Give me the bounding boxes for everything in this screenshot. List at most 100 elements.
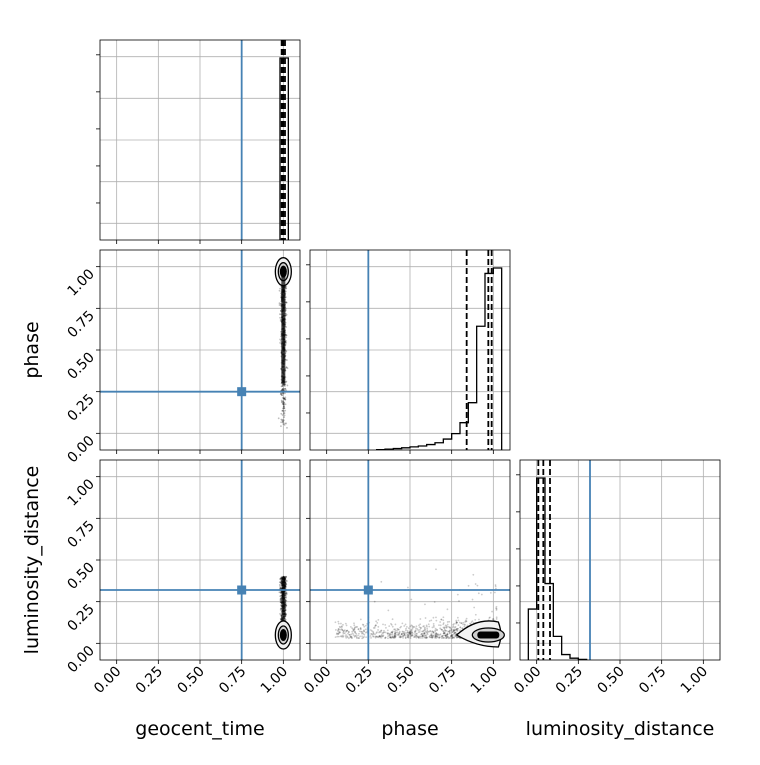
sample-point	[419, 629, 421, 631]
sample-point	[358, 630, 361, 633]
sample-point	[282, 607, 285, 610]
sample-point	[281, 591, 284, 594]
sample-point	[281, 593, 284, 596]
sample-point	[282, 604, 284, 606]
sample-point	[284, 578, 286, 581]
sample-point	[339, 631, 342, 634]
sample-point	[280, 392, 283, 395]
sample-point	[282, 580, 285, 583]
sample-point	[282, 597, 284, 600]
sample-point	[281, 578, 284, 581]
sample-point	[283, 605, 285, 608]
sample-point	[281, 577, 283, 580]
sample-point	[432, 636, 434, 638]
sample-point	[406, 635, 409, 638]
sample-point	[281, 419, 283, 422]
sample-point	[435, 619, 438, 622]
sample-point	[282, 575, 285, 578]
sample-point	[446, 636, 449, 638]
sample-point	[283, 597, 286, 599]
sample-point	[424, 637, 427, 639]
sample-point	[281, 418, 284, 421]
sample-point	[281, 581, 284, 584]
sample-point	[283, 578, 286, 580]
sample-point	[283, 384, 286, 386]
sample-point	[410, 634, 413, 637]
sample-point	[455, 621, 458, 624]
sample-point	[437, 634, 440, 636]
sample-point	[283, 591, 285, 594]
sample-point	[444, 629, 446, 632]
sample-point	[281, 580, 283, 583]
sample-point	[410, 628, 413, 631]
sample-point	[417, 636, 420, 639]
sample-point	[406, 633, 409, 636]
sample-point	[285, 380, 288, 383]
sample-point	[281, 582, 284, 585]
sample-point	[282, 420, 284, 423]
sample-point	[374, 636, 377, 639]
sample-point	[281, 617, 284, 620]
sample-point	[282, 609, 284, 612]
sample-point	[285, 575, 287, 578]
sample-point	[278, 289, 281, 292]
sample-point	[434, 633, 437, 635]
sample-point	[280, 577, 283, 580]
y-tick-label: 0.00	[64, 433, 97, 466]
sample-point	[361, 637, 364, 640]
sample-point	[284, 350, 287, 352]
sample-point	[282, 593, 284, 596]
sample-point	[284, 614, 287, 616]
sample-point	[281, 612, 284, 614]
x-tick-label: 0.50	[174, 664, 207, 697]
sample-point	[284, 578, 287, 581]
sample-point	[359, 635, 362, 638]
sample-point	[283, 587, 286, 590]
sample-point	[282, 602, 284, 605]
sample-point	[284, 575, 287, 578]
sample-point	[283, 583, 286, 586]
sample-point	[282, 397, 285, 399]
sample-point	[283, 607, 286, 609]
sample-point	[394, 634, 397, 637]
sample-point	[282, 577, 284, 579]
sample-point	[284, 403, 287, 406]
sample-point	[284, 602, 287, 605]
sample-point	[282, 583, 285, 586]
sample-point	[284, 606, 287, 609]
sample-point	[282, 581, 284, 583]
sample-point	[285, 604, 288, 607]
sample-point	[283, 584, 286, 586]
sample-point	[282, 591, 285, 593]
sample-point	[282, 590, 285, 593]
sample-point	[281, 587, 284, 590]
sample-point	[282, 583, 285, 586]
sample-point	[282, 607, 285, 610]
sample-point	[492, 617, 495, 620]
sample-point	[342, 629, 345, 632]
sample-point	[415, 634, 417, 637]
sample-point	[364, 628, 367, 631]
sample-point	[281, 596, 284, 598]
sample-point	[401, 635, 404, 637]
sample-point	[281, 578, 284, 580]
sample-point	[393, 628, 396, 631]
sample-point	[281, 594, 284, 597]
sample-point	[411, 625, 414, 627]
sample-point	[282, 603, 285, 606]
sample-point	[280, 578, 283, 580]
sample-point	[284, 287, 287, 290]
sample-point	[281, 581, 284, 584]
sample-point	[400, 625, 403, 628]
sample-point	[410, 632, 413, 635]
sample-point	[439, 627, 442, 630]
sample-point	[406, 636, 409, 639]
sample-point	[279, 587, 282, 589]
sample-point	[280, 619, 283, 621]
sample-point	[345, 630, 347, 633]
sample-point	[463, 625, 466, 628]
sample-point	[282, 581, 284, 583]
sample-point	[409, 633, 412, 635]
sample-point	[442, 622, 445, 624]
